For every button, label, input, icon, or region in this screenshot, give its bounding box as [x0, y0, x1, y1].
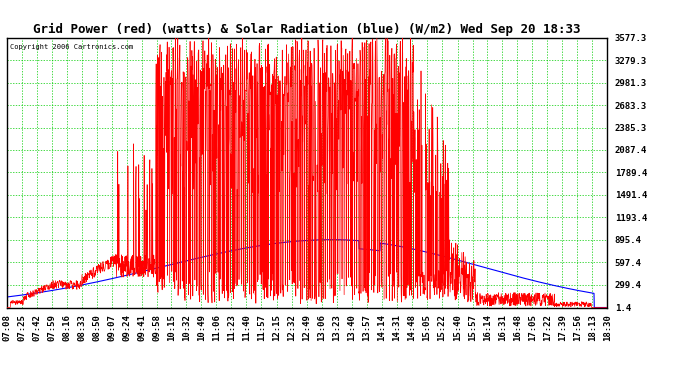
Text: Copyright 2006 Cartronics.com: Copyright 2006 Cartronics.com — [10, 44, 133, 50]
Title: Grid Power (red) (watts) & Solar Radiation (blue) (W/m2) Wed Sep 20 18:33: Grid Power (red) (watts) & Solar Radiati… — [33, 23, 581, 36]
